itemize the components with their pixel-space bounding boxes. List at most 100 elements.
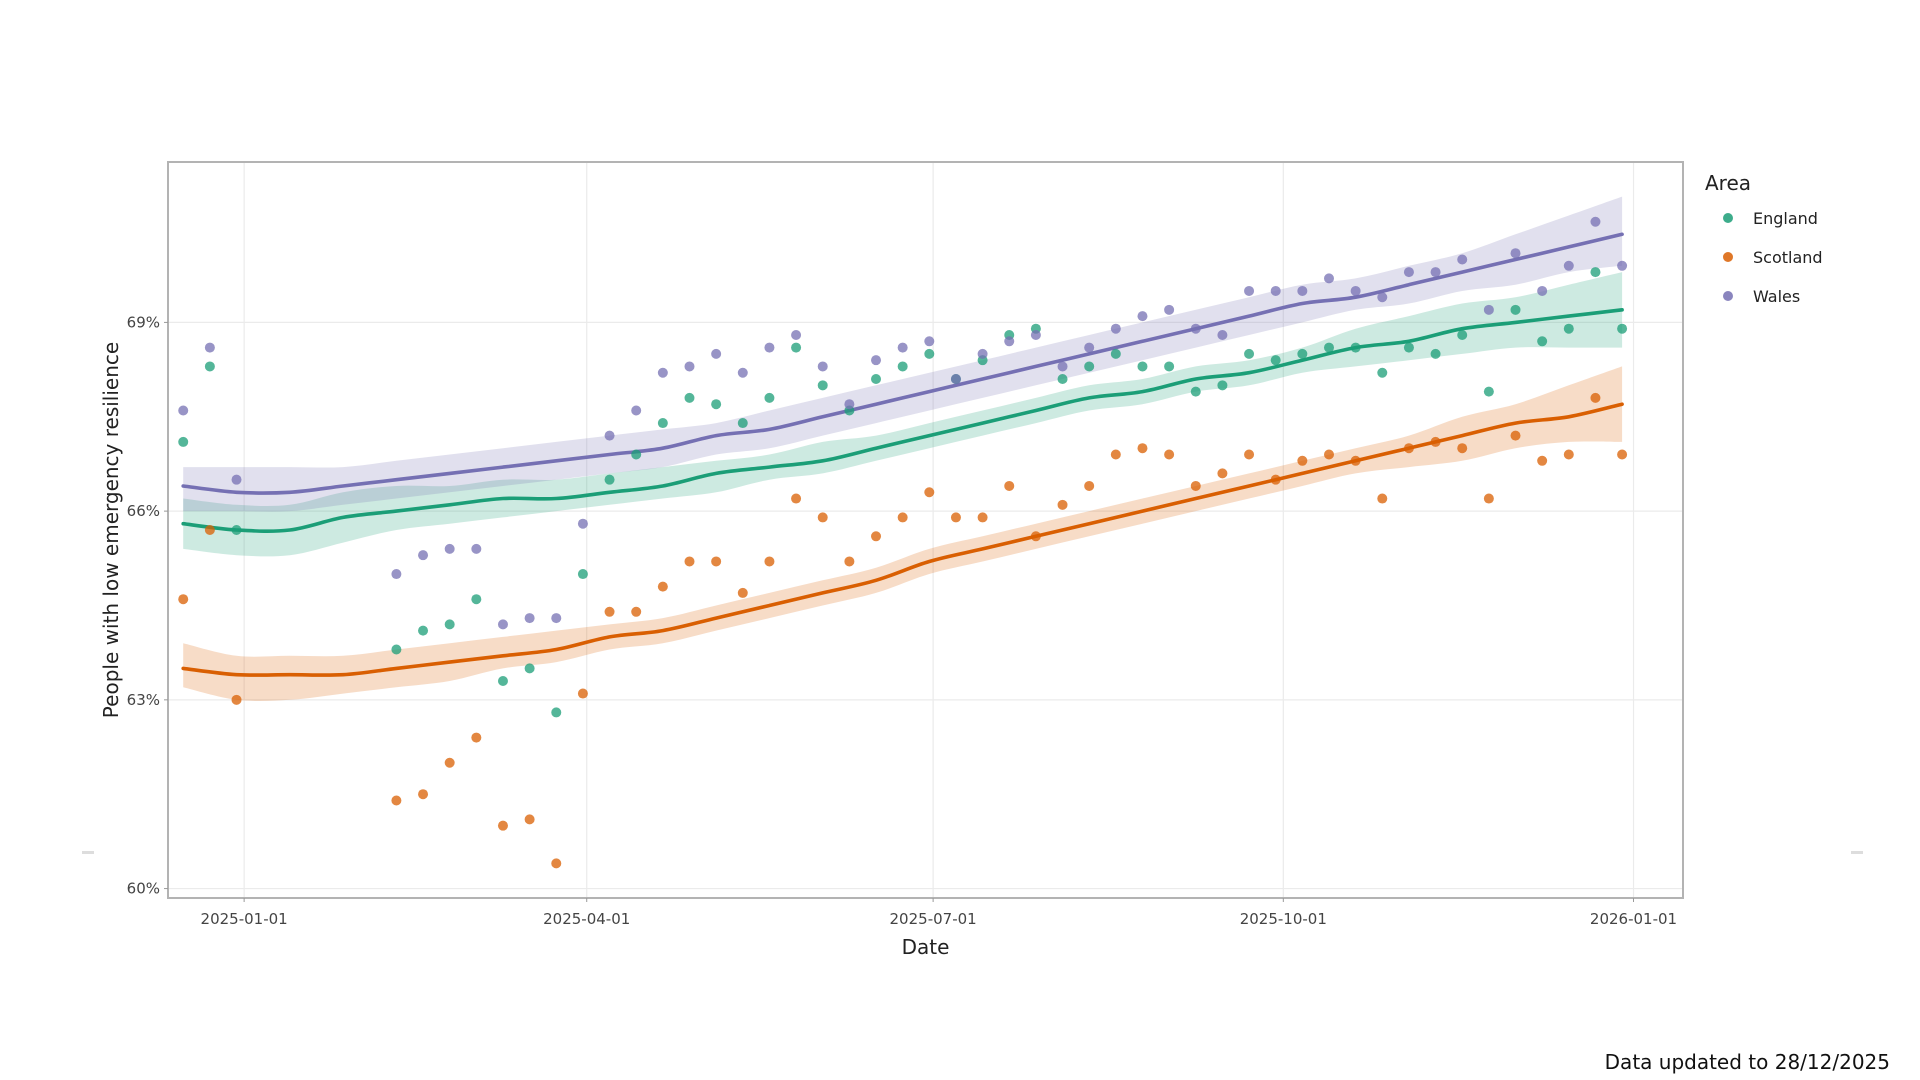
scotland-data-point: [1297, 455, 1308, 466]
england-data-point: [577, 569, 588, 580]
wales-data-point: [231, 474, 242, 485]
trend-lines: [181, 232, 1624, 677]
scotland-data-point: [204, 525, 215, 535]
scotland-data-point: [1430, 436, 1441, 447]
line-chart: 60% 63% 66% 69% 2025-01-01 2025-04-01 2025-07-…: [99, 161, 1823, 959]
england-data-point: [418, 625, 429, 636]
confidence-bands: [183, 196, 1623, 702]
legend-title: Area: [1705, 171, 1751, 195]
data-points: [178, 216, 1628, 869]
scotland-data-point: [1164, 449, 1175, 460]
england-data-point: [1057, 374, 1068, 385]
wales-data-point: [977, 348, 988, 359]
scotland-data-point: [1377, 493, 1388, 504]
england-data-point: [1164, 361, 1175, 372]
wales-data-point: [737, 367, 748, 378]
england-trend-line: [181, 308, 1624, 533]
scotland-data-point: [1004, 480, 1015, 491]
england-data-point: [871, 374, 882, 385]
scotland-data-point: [231, 694, 242, 705]
england-data-point: [444, 619, 455, 630]
wales-data-point: [1030, 329, 1041, 340]
legend-items: England Scotland Wales: [1723, 209, 1823, 306]
wales-data-point: [684, 361, 695, 372]
y-tick-label: 60%: [127, 880, 160, 898]
england-data-point: [1377, 367, 1388, 378]
wales-data-point: [497, 619, 508, 630]
wales-data-point: [1483, 304, 1494, 315]
scotland-data-point: [1537, 455, 1548, 466]
england-data-point: [1297, 348, 1308, 359]
england-data-point: [497, 675, 508, 686]
england-confidence-band: [183, 272, 1623, 557]
england-data-point: [1563, 323, 1574, 334]
x-tick-label: 2025-04-01: [543, 910, 630, 928]
legend-key-wales: [1723, 291, 1733, 301]
wales-data-point: [631, 405, 642, 416]
wales-data-point: [950, 374, 961, 385]
england-data-point: [1190, 386, 1201, 397]
scotland-data-point: [791, 493, 802, 504]
wales-trend-line: [181, 232, 1624, 495]
y-tick-label: 63%: [127, 691, 160, 709]
legend-label-england: England: [1753, 209, 1818, 228]
scotland-data-point: [1483, 493, 1494, 504]
scotland-data-point: [1617, 449, 1628, 460]
scotland-data-point: [657, 581, 668, 592]
england-data-point: [1110, 348, 1121, 359]
wales-data-point: [1004, 336, 1015, 347]
wales-data-point: [1563, 260, 1574, 271]
scotland-data-point: [1244, 449, 1255, 460]
scotland-data-point: [524, 814, 535, 825]
england-data-point: [604, 474, 615, 485]
england-data-point: [737, 418, 748, 429]
england-data-point: [1217, 380, 1228, 391]
scotland-data-point: [631, 606, 642, 617]
england-data-point: [924, 348, 935, 359]
wales-data-point: [1457, 254, 1468, 265]
wales-data-point: [604, 430, 615, 441]
wales-data-point: [444, 543, 455, 554]
scotland-data-point: [924, 487, 935, 498]
wales-data-point: [1403, 267, 1414, 278]
wales-data-point: [711, 348, 722, 359]
scotland-data-point: [178, 594, 189, 605]
wales-data-point: [844, 399, 855, 410]
england-data-point: [1483, 386, 1494, 397]
wales-data-point: [1377, 292, 1388, 303]
scotland-trend-line: [181, 402, 1624, 677]
scotland-data-point: [1457, 443, 1468, 454]
england-data-point: [1350, 342, 1361, 353]
x-tick-label: 2025-07-01: [890, 910, 977, 928]
scotland-data-point: [577, 688, 588, 699]
wales-data-point: [577, 518, 588, 529]
wales-data-point: [391, 569, 402, 580]
scotland-data-point: [1217, 468, 1228, 479]
england-data-point: [1510, 304, 1521, 315]
scotland-data-point: [1137, 443, 1148, 454]
england-data-point: [524, 663, 535, 674]
scotland-data-point: [604, 606, 615, 617]
wales-data-point: [1590, 216, 1601, 227]
england-data-point: [1084, 361, 1095, 372]
england-data-point: [1457, 329, 1468, 340]
wales-data-point: [764, 342, 775, 353]
england-data-point: [231, 525, 242, 535]
scotland-data-point: [1084, 480, 1095, 491]
wales-confidence-band: [183, 196, 1623, 512]
chart-container: 60% 63% 66% 69% 2025-01-01 2025-04-01 2025-07-…: [99, 161, 1823, 959]
x-axis-title: Date: [902, 935, 950, 959]
scotland-data-point: [871, 531, 882, 542]
wales-data-point: [1110, 323, 1121, 334]
england-data-point: [204, 361, 215, 372]
scotland-data-point: [1270, 474, 1281, 485]
scotland-data-point: [391, 795, 402, 806]
scotland-data-point: [684, 556, 695, 567]
wales-data-point: [871, 355, 882, 366]
left-edge-mark: [82, 851, 94, 854]
england-data-point: [897, 361, 908, 372]
y-tick-label: 69%: [127, 313, 160, 331]
wales-data-point: [897, 342, 908, 353]
wales-data-point: [657, 367, 668, 378]
england-data-point: [684, 392, 695, 403]
